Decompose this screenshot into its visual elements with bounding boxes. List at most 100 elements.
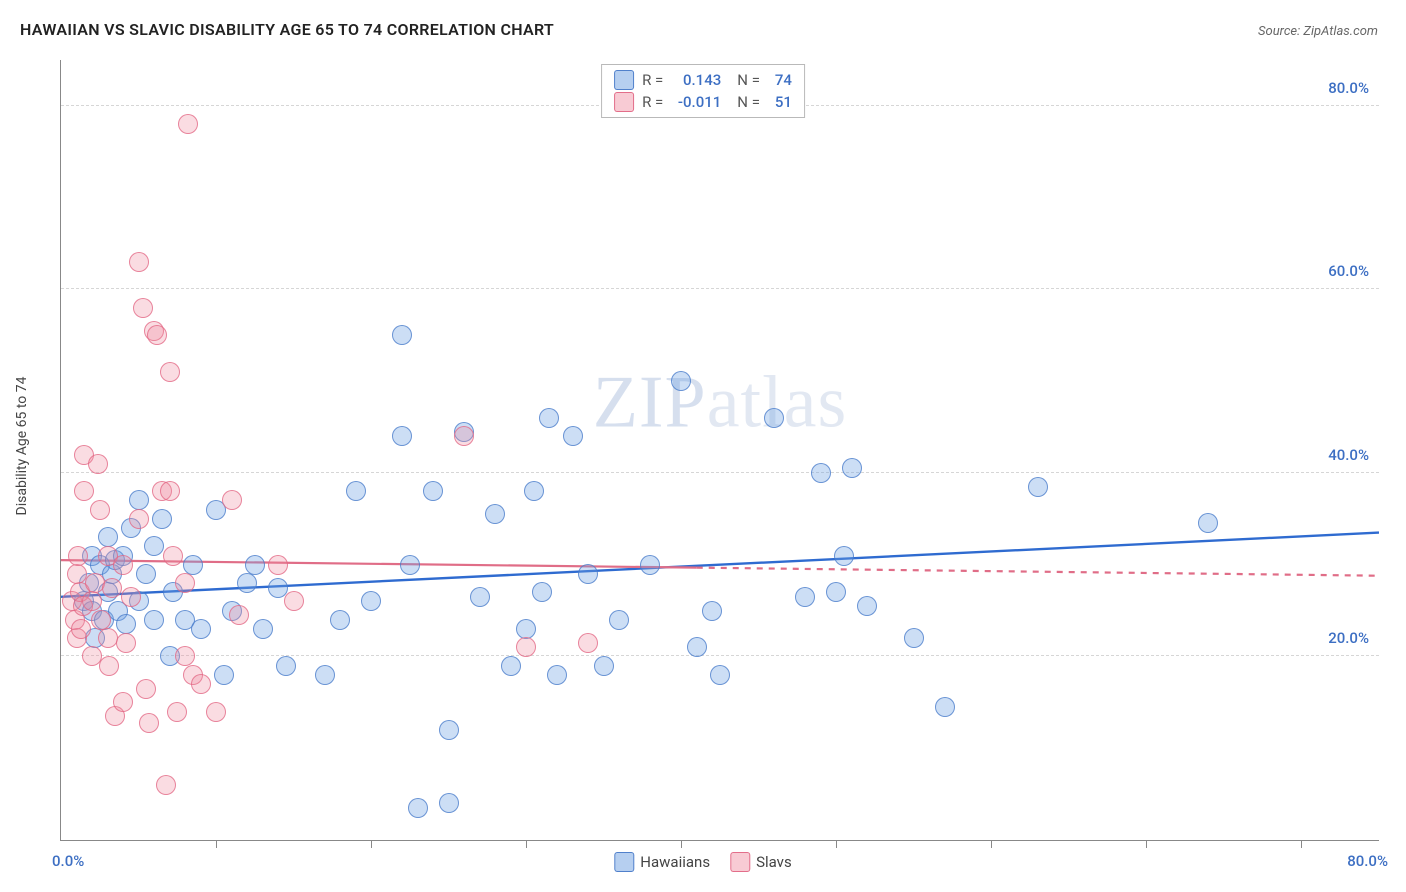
data-point [245,555,265,575]
data-point [156,775,176,795]
data-point [116,614,136,634]
data-point [795,587,815,607]
stat-legend-row: R =0.143N =74 [614,69,792,91]
x-tick-mark [1146,840,1147,848]
data-point [764,408,784,428]
legend-item: Hawaiians [614,852,710,872]
data-point [175,646,195,666]
data-point [113,555,133,575]
y-tick-label: 80.0% [1328,79,1369,97]
y-tick-label: 20.0% [1328,629,1369,647]
data-point [563,426,583,446]
data-point [178,114,198,134]
y-tick-label: 40.0% [1328,446,1369,464]
data-point [578,633,598,653]
data-point [439,793,459,813]
data-point [346,481,366,501]
r-value: -0.011 [671,93,721,111]
x-tick-mark [371,840,372,848]
gridline [61,288,1379,289]
data-point [687,637,707,657]
series-legend: Hawaiians Slavs [614,852,791,872]
data-point [102,578,122,598]
legend-label: Slavs [756,853,792,871]
data-point [222,490,242,510]
data-point [268,555,288,575]
data-point [361,591,381,611]
data-point [315,665,335,685]
data-point [74,481,94,501]
r-label: R = [642,93,663,111]
data-point [237,573,257,593]
data-point [175,573,195,593]
origin-label: 0.0% [52,852,84,870]
data-point [133,298,153,318]
data-point [191,674,211,694]
data-point [121,587,141,607]
data-point [516,619,536,639]
data-point [842,458,862,478]
scatter-plot-area: ZIPatlas 20.0%40.0%60.0%80.0% [60,60,1379,841]
data-point [116,633,136,653]
data-point [594,656,614,676]
data-point [82,591,102,611]
n-value: 51 [768,93,792,111]
data-point [470,587,490,607]
stat-legend-row: R = -0.011 N = 51 [614,91,792,113]
x-tick-mark [216,840,217,848]
data-point [129,252,149,272]
data-point [99,656,119,676]
legend-item: Slavs [730,852,792,872]
data-point [578,564,598,584]
legend-swatch [614,70,634,90]
data-point [98,628,118,648]
data-point [129,509,149,529]
data-point [439,720,459,740]
data-point [88,454,108,474]
n-value: 74 [768,71,792,89]
legend-swatch [614,92,634,112]
trend-line-slavs-solid [61,560,697,568]
x-tick-mark [1301,840,1302,848]
data-point [147,325,167,345]
r-label: R = [642,71,663,89]
data-point [485,504,505,524]
watermark: ZIPatlas [593,361,848,446]
data-point [152,509,172,529]
data-point [702,601,722,621]
data-point [1028,477,1048,497]
data-point [276,656,296,676]
data-point [167,702,187,722]
data-point [1198,513,1218,533]
data-point [811,463,831,483]
data-point [857,596,877,616]
data-point [330,610,350,630]
data-point [400,555,420,575]
data-point [408,798,428,818]
x-tick-mark [836,840,837,848]
data-point [532,582,552,602]
data-point [144,610,164,630]
legend-swatch [614,852,634,872]
correlation-stats-legend: R = 0.143 N = 74 R = -0.011 N = 51 [601,64,805,118]
trend-line-slavs-dashed [697,568,1379,576]
data-point [609,610,629,630]
data-point [710,665,730,685]
data-point [191,619,211,639]
data-point [129,490,149,510]
data-point [136,564,156,584]
data-point [160,481,180,501]
x-tick-mark [526,840,527,848]
data-point [214,665,234,685]
data-point [671,371,691,391]
r-value: 0.143 [671,71,721,89]
data-point [539,408,559,428]
n-label: N = [737,93,760,111]
chart-title: HAWAIIAN VS SLAVIC DISABILITY AGE 65 TO … [20,20,554,39]
data-point [91,610,111,630]
data-point [284,591,304,611]
x-tick-mark [681,840,682,848]
legend-swatch [730,852,750,872]
data-point [253,619,273,639]
data-point [67,564,87,584]
